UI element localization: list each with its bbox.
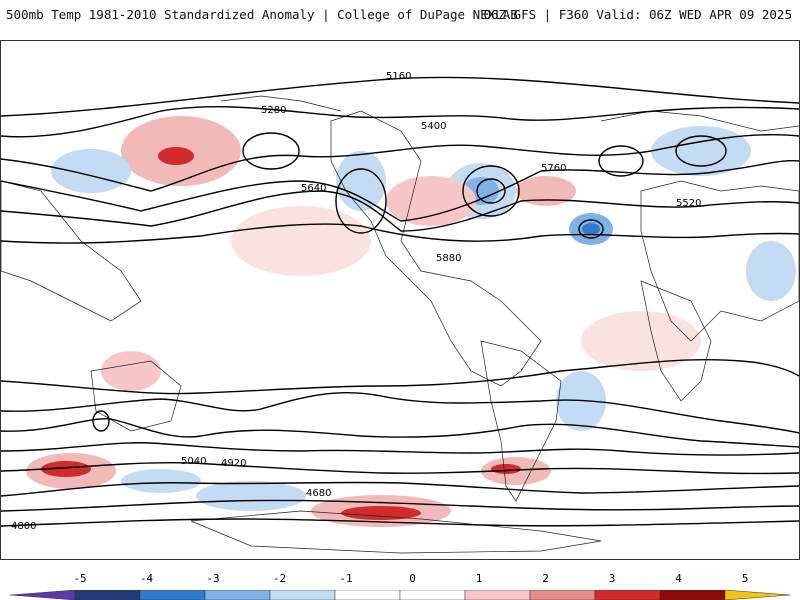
colorbar-tick-label: -2 — [272, 572, 287, 585]
colorbar-tick-label: 4 — [675, 572, 682, 585]
contour-label: 5760 — [541, 163, 566, 174]
colorbar-swatch — [529, 590, 596, 600]
contour-label: 5520 — [676, 198, 701, 209]
colorbar-bar — [9, 590, 791, 600]
colorbar-swatch — [9, 590, 76, 600]
contour-label: 5880 — [436, 253, 461, 264]
contour-label: 5160 — [386, 71, 411, 82]
contour-labels: 5160 5280 5400 5640 5760 5880 5520 5040 … — [11, 71, 701, 532]
map-header: 500mb Temp 1981-2010 Standardized Anomal… — [0, 0, 800, 30]
colorbar-swatch — [204, 590, 271, 600]
contour-label: 4920 — [221, 458, 246, 469]
colorbar: -5 -4 -3 -2 -1 0 1 2 3 4 5 — [0, 572, 800, 600]
colorbar-swatch — [334, 590, 401, 600]
coastlines — [1, 95, 799, 554]
colorbar-swatch — [269, 590, 336, 600]
colorbar-swatch — [659, 590, 726, 600]
colorbar-tick-label: 5 — [741, 572, 749, 585]
model-valid-time: 06Z GFS | F360 Valid: 06Z WED APR 09 202… — [483, 7, 792, 22]
colorbar-tick-label: 2 — [542, 572, 549, 585]
colorbar-tick-label: 0 — [409, 572, 416, 585]
colorbar-swatch — [139, 590, 206, 600]
colorbar-tick-label: -4 — [139, 572, 154, 585]
contour-label: 4680 — [306, 488, 331, 499]
colorbar-tick-label: 3 — [608, 572, 616, 585]
height-contours — [1, 76, 799, 527]
colorbar-swatch — [399, 590, 466, 600]
colorbar-swatch — [464, 590, 531, 600]
contour-label: 5040 — [181, 456, 206, 467]
map-frame: 5160 5280 5400 5640 5760 5880 5520 5040 … — [0, 40, 800, 560]
colorbar-swatch — [594, 590, 661, 600]
contour-label: 5280 — [261, 105, 286, 116]
colorbar-tick-label: -1 — [339, 572, 353, 585]
colorbar-tick-label: 1 — [475, 572, 483, 585]
contour-label: 5640 — [301, 183, 326, 194]
colorbar-tick-label: -5 — [73, 572, 87, 585]
anomaly-shading — [26, 116, 796, 527]
colorbar-swatch — [74, 590, 141, 600]
colorbar-tick-label: -3 — [206, 572, 220, 585]
contour-label: 4800 — [11, 521, 36, 532]
map-title: 500mb Temp 1981-2010 Standardized Anomal… — [6, 7, 518, 22]
colorbar-swatch — [724, 590, 791, 600]
contour-label: 5400 — [421, 121, 446, 132]
anomaly-map: 5160 5280 5400 5640 5760 5880 5520 5040 … — [1, 71, 799, 554]
